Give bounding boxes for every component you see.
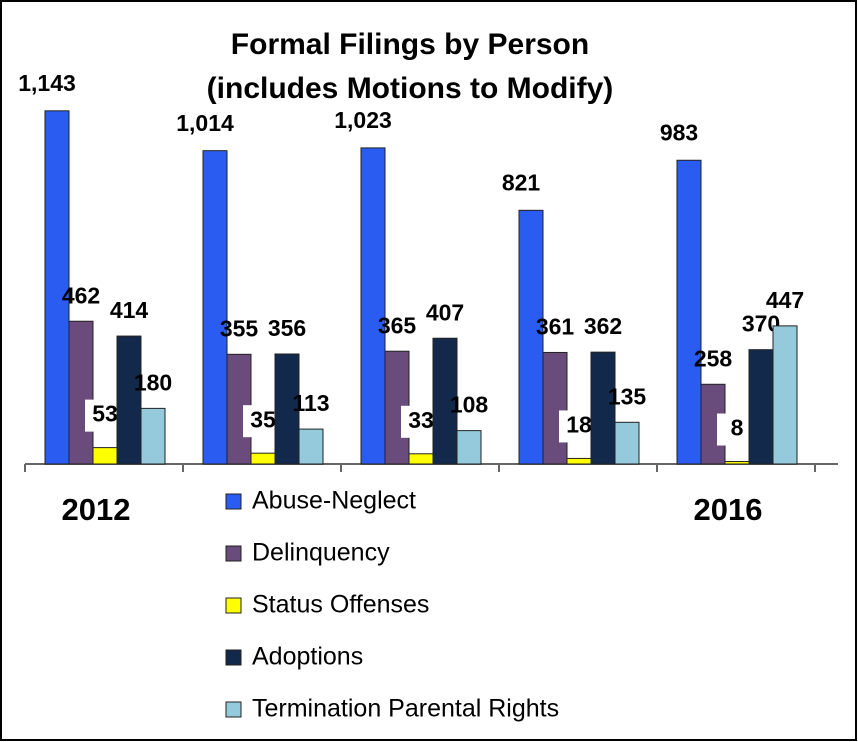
chart-title: Formal Filings by Person — [231, 28, 589, 61]
value-label: 361 — [536, 314, 575, 340]
value-label: 53 — [92, 401, 118, 427]
chart-subtitle: (includes Motions to Modify) — [207, 72, 614, 105]
bar — [202, 150, 228, 465]
value-label: 135 — [608, 383, 647, 409]
value-label: 821 — [502, 169, 541, 195]
bar — [542, 351, 568, 465]
value-label: 356 — [268, 315, 306, 341]
x-tick-label: 2016 — [694, 492, 763, 527]
value-label: 113 — [292, 390, 329, 416]
bar — [432, 337, 458, 465]
legend-label: Status Offenses — [252, 591, 429, 619]
value-label: 258 — [694, 345, 733, 371]
bar — [724, 461, 750, 465]
bar — [748, 349, 774, 465]
value-label: 365 — [378, 312, 417, 338]
value-label: 407 — [426, 299, 464, 325]
bar — [274, 353, 300, 465]
bar — [518, 209, 544, 465]
legend-label: Adoptions — [252, 643, 363, 671]
legend-swatch — [225, 701, 242, 718]
value-label: 362 — [584, 313, 622, 339]
bar — [68, 320, 94, 465]
bar — [566, 457, 592, 465]
value-label: 1,014 — [176, 110, 234, 136]
bar — [44, 110, 70, 465]
legend-swatch — [225, 545, 242, 562]
bar — [92, 447, 118, 465]
value-label: 18 — [566, 412, 592, 438]
legend-swatch — [225, 597, 242, 614]
value-label: 983 — [660, 119, 698, 145]
bar — [772, 325, 798, 465]
value-label: 108 — [450, 392, 489, 418]
bar — [408, 453, 434, 465]
value-label: 355 — [220, 315, 259, 341]
bar — [140, 407, 166, 465]
bar — [298, 428, 324, 465]
value-label: 8 — [731, 415, 744, 441]
legend-label: Abuse-Neglect — [252, 487, 416, 515]
bar — [360, 147, 386, 465]
legend-label: Delinquency — [252, 539, 390, 567]
x-tick-label: 2012 — [62, 492, 131, 527]
value-label: 1,143 — [18, 70, 76, 96]
bar — [614, 421, 640, 465]
bar — [676, 159, 702, 465]
value-label: 447 — [766, 287, 804, 313]
value-label: 1,023 — [334, 107, 392, 133]
bar — [590, 351, 616, 465]
bar — [116, 335, 142, 465]
bar — [250, 452, 276, 465]
legend-label: Termination Parental Rights — [252, 695, 559, 723]
value-label: 462 — [62, 282, 100, 308]
value-label: 35 — [250, 406, 276, 432]
bar — [456, 430, 482, 465]
legend-swatch — [225, 649, 242, 666]
value-label: 414 — [110, 297, 149, 323]
value-label: 180 — [134, 369, 172, 395]
legend-swatch — [225, 493, 242, 510]
value-label: 33 — [408, 407, 434, 433]
